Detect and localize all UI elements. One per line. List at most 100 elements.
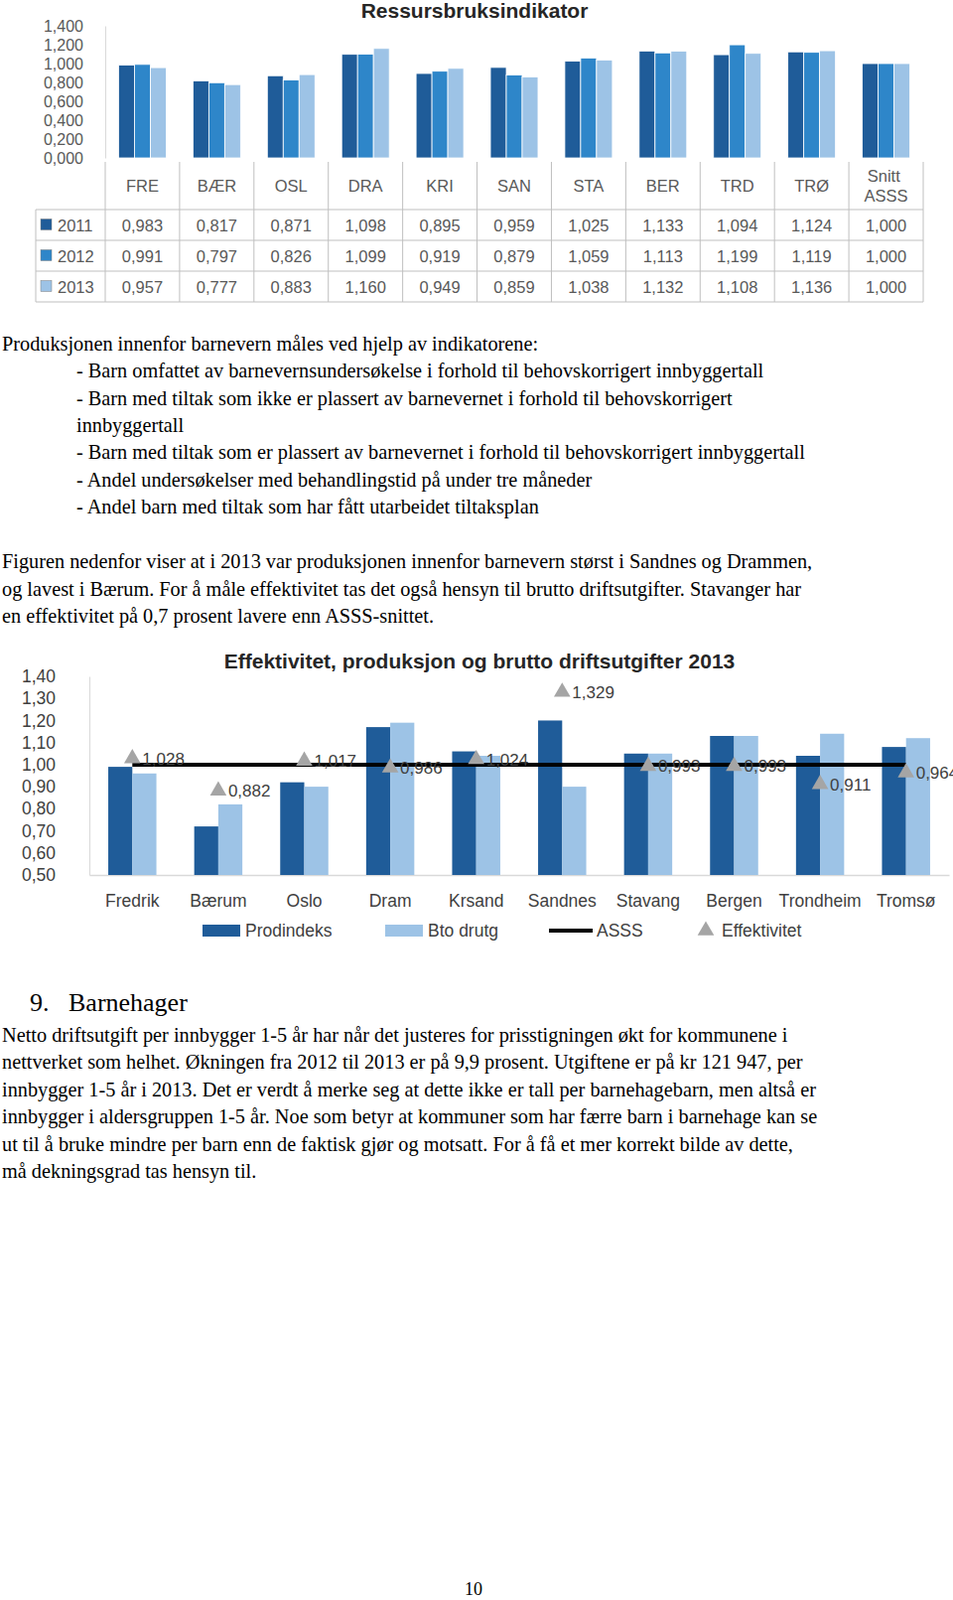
- bar: [304, 786, 329, 875]
- table-value: 1,059: [567, 247, 609, 266]
- bar: [476, 755, 501, 875]
- legend-label: Prodindeks: [245, 920, 333, 941]
- table-value: 1,000: [865, 216, 907, 235]
- table-value: 1,160: [345, 277, 387, 296]
- tick-label: Tromsø: [876, 890, 937, 911]
- tick-label: 1,10: [21, 732, 56, 753]
- heading-number: 9.: [29, 987, 50, 1017]
- bar: [580, 57, 597, 158]
- legend-swatch: [40, 280, 52, 292]
- table-value: 0,871: [271, 216, 312, 235]
- bar: [282, 80, 299, 158]
- chart-efficiency: Effektivitet, produksjon og brutto drift…: [21, 649, 953, 941]
- chart-resource: Ressursbruksindikator0,0000,2000,4000,60…: [35, 0, 924, 302]
- tick-label: 1,200: [43, 36, 84, 54]
- bar: [596, 59, 613, 158]
- tick-label: Dram: [369, 890, 412, 911]
- table-value: 1,119: [792, 247, 832, 266]
- x-tick: Bergen: [705, 874, 762, 911]
- bar: [564, 61, 581, 158]
- table-rule: [848, 161, 850, 302]
- table-rule: [35, 240, 924, 242]
- table-value: 0,919: [418, 247, 460, 266]
- table-header: BÆR: [197, 176, 238, 195]
- x-tick: Stavang: [616, 874, 681, 911]
- tick-label: 0,600: [43, 93, 84, 111]
- bar: [192, 80, 209, 158]
- bar: [431, 71, 448, 158]
- tick-label: Oslo: [286, 890, 323, 911]
- y-tick: 0,80: [21, 798, 90, 818]
- text-line: ut til å bruke mindre per barn enn de fa…: [1, 1132, 794, 1156]
- tick-label: 0,200: [43, 131, 84, 148]
- data-label: 1,028: [141, 749, 185, 769]
- tick-label: 0,400: [43, 112, 84, 130]
- text-line: en effektivitet på 0,7 prosent lavere en…: [1, 604, 434, 628]
- table-value: 1,094: [716, 216, 758, 235]
- bar: [745, 53, 762, 158]
- legend-swatch: [697, 920, 715, 935]
- bar: [819, 50, 836, 158]
- tick-label: 1,40: [21, 666, 56, 686]
- table-value: 0,983: [122, 216, 163, 235]
- bar: [118, 65, 135, 158]
- page-number: 10: [464, 1578, 483, 1599]
- bar: [194, 825, 219, 875]
- x-tick: Tromsø: [876, 874, 937, 911]
- legend-swatch: [40, 250, 52, 262]
- table-rule: [402, 161, 404, 302]
- tick-label: 1,30: [21, 687, 56, 708]
- table-rule: [35, 209, 924, 211]
- bar: [729, 44, 746, 158]
- data-label: 0,993: [658, 756, 701, 776]
- data-table: FREBÆROSLDRAKRISANSTABERTRDTRØSnitt ASSS…: [35, 161, 924, 302]
- text-line: og lavest i Bærum. For å måle effektivit…: [1, 577, 802, 601]
- chart-title: Ressursbruksindikator: [361, 0, 589, 22]
- legend-label: ASSS: [596, 920, 644, 941]
- table-rule: [774, 161, 776, 302]
- chart-title: Effektivitet, produksjon og brutto drift…: [224, 649, 736, 673]
- bar: [804, 52, 820, 158]
- bar: [788, 51, 805, 158]
- text-line: Produksjonen innenfor barnevern måles ve…: [1, 332, 539, 356]
- table-rule: [625, 161, 627, 302]
- y-tick: 0,90: [21, 776, 90, 797]
- bar: [561, 786, 586, 875]
- tick-label: Trondheim: [779, 890, 862, 911]
- marker: [467, 749, 485, 764]
- bar: [894, 63, 911, 158]
- bar: [639, 50, 656, 158]
- tick-label: Krsand: [448, 890, 504, 911]
- bullet-line: - Barn omfattet av barnevernsundersøkels…: [76, 359, 765, 383]
- x-axis: FredrikBærumOsloDramKrsandSandnesStavang…: [90, 874, 951, 911]
- bar: [208, 82, 225, 158]
- legend-swatch: [385, 924, 423, 937]
- tick-label: 1,000: [43, 55, 84, 73]
- tick-label: Bergen: [705, 890, 762, 911]
- x-tick: Krsand: [448, 874, 504, 911]
- table-rule: [699, 161, 701, 302]
- text-line: innbygger 1-5 år i 2013. Det er verdt å …: [1, 1078, 817, 1101]
- legend: ProdindeksBto drutgASSSEffektivitet: [202, 920, 803, 941]
- data-label: 1,024: [486, 750, 530, 770]
- x-tick: Trondheim: [779, 874, 862, 911]
- table-value: 0,859: [493, 277, 535, 296]
- axis-line: [105, 26, 107, 159]
- bar: [373, 48, 390, 158]
- table-value: 0,959: [493, 216, 535, 235]
- table-rule: [253, 161, 255, 302]
- bar: [538, 719, 562, 875]
- bar: [796, 755, 820, 875]
- bar: [862, 63, 879, 158]
- table-header: OSL: [274, 176, 308, 195]
- tick-label: Fredrik: [105, 890, 160, 911]
- tick-label: 0,80: [21, 798, 56, 818]
- tick-label: Bærum: [189, 890, 247, 911]
- table-value: 0,777: [196, 277, 238, 296]
- table-value: 1,136: [791, 277, 832, 296]
- table-value: 0,879: [493, 247, 535, 266]
- bar: [709, 735, 734, 875]
- bar: [134, 64, 150, 158]
- bullet-line: - Andel barn med tiltak som har fått uta…: [76, 495, 540, 519]
- bar: [357, 54, 374, 158]
